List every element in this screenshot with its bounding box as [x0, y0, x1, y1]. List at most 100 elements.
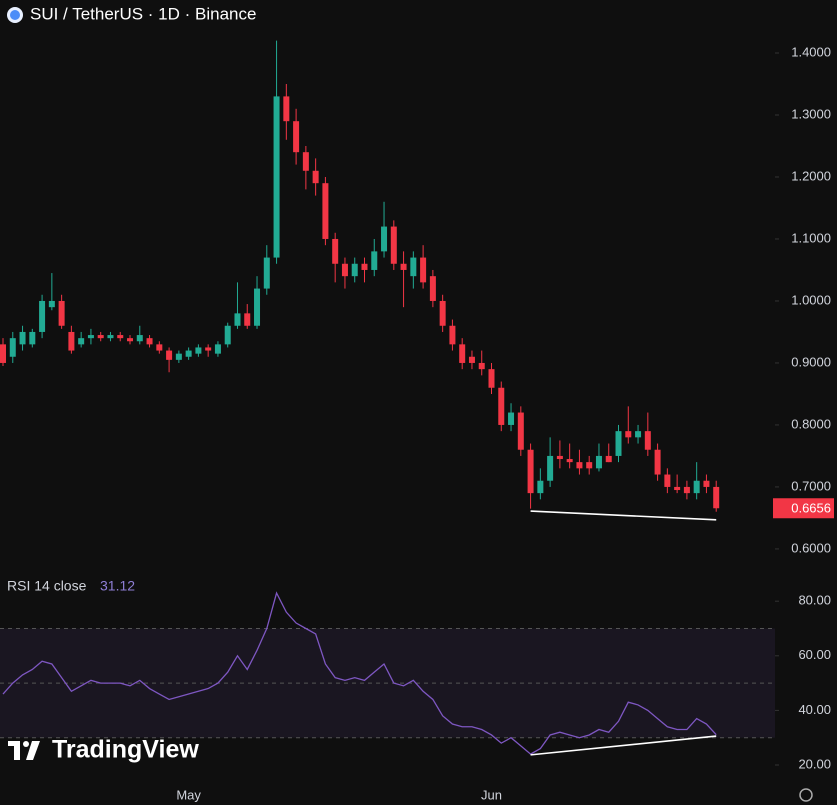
x-tick-label: Jun — [481, 787, 502, 802]
candle-body — [605, 455, 612, 463]
candle-body — [547, 455, 554, 481]
candle-body — [625, 431, 632, 438]
candle-body — [351, 263, 358, 277]
candle-body — [224, 325, 231, 345]
logo-shape — [26, 741, 40, 760]
candle-body — [449, 325, 456, 345]
candle-body — [234, 313, 241, 326]
candle-body — [166, 350, 173, 360]
candle-body — [87, 335, 94, 339]
trendline — [530, 510, 717, 521]
y-tick-label: 1.3000 — [791, 106, 831, 121]
candle-body — [117, 335, 124, 339]
candle-body — [576, 462, 583, 469]
candle-body — [468, 356, 475, 363]
candle-body — [381, 226, 388, 252]
candle-body — [693, 480, 700, 494]
candle-body — [478, 362, 485, 370]
candle-body — [713, 486, 720, 509]
candle-body — [39, 300, 46, 332]
y-tick-label: 0.6000 — [791, 540, 831, 555]
candle-body — [254, 288, 261, 326]
candle-body — [107, 335, 114, 339]
candle-body — [48, 300, 55, 308]
candle-body — [185, 350, 192, 357]
candle-body — [527, 449, 534, 494]
candle-body — [537, 480, 544, 494]
candle-body — [0, 344, 6, 363]
rsi-value: 31.12 — [100, 578, 135, 594]
candle-body — [29, 331, 36, 345]
candle-body — [371, 251, 378, 270]
candle-body — [556, 455, 563, 460]
price-tag — [773, 498, 834, 519]
candle-body — [361, 263, 368, 270]
candle-body — [400, 263, 407, 270]
candle-body — [146, 338, 153, 345]
chart-title: SUI / TetherUS · 1D · Binance — [30, 4, 256, 23]
candle-body — [390, 226, 397, 264]
price-tag-label: 0.6656 — [791, 501, 831, 516]
candle-body — [175, 353, 182, 360]
candle-body — [127, 338, 134, 342]
candle-body — [508, 412, 515, 425]
logo-shape — [14, 741, 20, 760]
candle-body — [488, 369, 495, 388]
candle-body — [58, 300, 65, 326]
candle-body — [195, 347, 202, 354]
candle-body — [9, 338, 16, 357]
candle-body — [97, 335, 104, 339]
y-tick-label: 0.8000 — [791, 416, 831, 431]
candle-body — [263, 257, 270, 289]
watermark: TradingView — [52, 736, 199, 764]
candle-body — [635, 431, 642, 438]
candle-body — [420, 257, 427, 283]
logo — [8, 741, 40, 760]
candle-body — [429, 276, 436, 301]
rsi-line — [2, 591, 717, 755]
candle-body — [498, 387, 505, 425]
y-tick-label: 1.0000 — [791, 292, 831, 307]
logo-shape — [23, 741, 29, 747]
candle-body — [341, 263, 348, 277]
candle-body — [273, 96, 280, 258]
y-tick-label: 1.4000 — [791, 44, 831, 59]
candle-body — [293, 121, 300, 153]
candle-body — [703, 480, 710, 487]
settings-icon[interactable] — [799, 788, 813, 802]
candle-body — [664, 474, 671, 487]
candle-body — [283, 96, 290, 122]
candle-body — [586, 462, 593, 469]
candle-body — [459, 344, 466, 363]
candle-body — [674, 486, 681, 491]
y-tick-label: 60.00 — [798, 647, 831, 662]
y-tick-label: 40.00 — [798, 702, 831, 717]
candle-body — [332, 238, 339, 264]
candle-body — [68, 331, 75, 351]
trendline — [530, 735, 717, 756]
candle-body — [439, 300, 446, 326]
y-tick-label: 1.1000 — [791, 230, 831, 245]
y-tick-label: 0.9000 — [791, 354, 831, 369]
candle-body — [214, 344, 221, 354]
candle-body — [517, 412, 524, 450]
candle-body — [410, 257, 417, 277]
candle-body — [644, 431, 651, 450]
y-tick-label: 1.2000 — [791, 168, 831, 183]
symbol-icon-inner — [10, 10, 20, 20]
candle-body — [595, 455, 602, 469]
y-tick-label: 20.00 — [798, 756, 831, 771]
candle-body — [19, 331, 26, 345]
candle-body — [654, 449, 661, 475]
candle-body — [683, 486, 690, 494]
candle-body — [615, 431, 622, 456]
candle-body — [136, 335, 143, 342]
x-tick-label: May — [176, 787, 201, 802]
candle-body — [566, 459, 573, 463]
candle-body — [205, 347, 212, 351]
candle-body — [244, 313, 251, 326]
candle-body — [156, 344, 163, 351]
candle-body — [312, 170, 319, 184]
